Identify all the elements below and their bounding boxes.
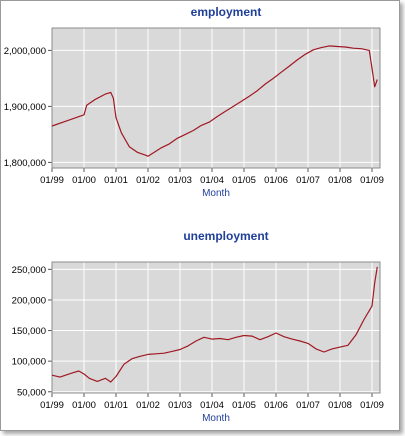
x-tick-label: 01/07	[296, 400, 320, 411]
x-axis-label: Month	[202, 188, 230, 199]
x-tick-label: 01/05	[232, 400, 256, 411]
chart-0-employment: employment 1,800,000 1,900,000 2,000,000 01/…	[4, 5, 384, 199]
x-tick-label: 01/09	[360, 400, 384, 411]
series-line-0	[51, 266, 378, 383]
x-axis-label: Month	[202, 413, 230, 424]
x-tick-label: 01/04	[200, 400, 224, 411]
x-tick-label: 01/06	[264, 400, 288, 411]
x-tick-label: 01/05	[232, 175, 256, 186]
y-tick-label: 250,000	[12, 265, 46, 276]
x-tick-label: 01/06	[264, 175, 288, 186]
y-tick-label: 100,000	[12, 357, 46, 368]
x-tick-label: 01/02	[136, 400, 160, 411]
series-line-0	[51, 45, 378, 157]
x-tick-label: 01/03	[168, 400, 192, 411]
x-tick-label: 01/00	[72, 175, 96, 186]
x-tick-label: 01/00	[72, 400, 96, 411]
plot-border	[51, 261, 381, 394]
x-tick-label: 01/08	[328, 400, 352, 411]
x-tick-label: 01/01	[104, 400, 128, 411]
x-tick-label: 01/04	[200, 175, 224, 186]
x-tick-label: 01/03	[168, 175, 192, 186]
y-tick-label: 2,000,000	[4, 46, 46, 57]
x-tick-label: 01/01	[104, 175, 128, 186]
plot-border	[51, 27, 381, 169]
x-tick-label: 01/99	[40, 175, 64, 186]
chart-title: unemployment	[183, 229, 268, 243]
plot-area	[51, 27, 381, 169]
plot-area	[51, 261, 381, 394]
y-tick-label: 200,000	[12, 295, 46, 306]
y-tick-label: 150,000	[12, 326, 46, 337]
x-tick-label: 01/09	[360, 175, 384, 186]
y-tick-label: 1,800,000	[4, 158, 46, 169]
x-tick-label: 01/99	[40, 400, 64, 411]
x-tick-label: 01/08	[328, 175, 352, 186]
y-tick-label: 1,900,000	[4, 102, 46, 113]
x-tick-label: 01/02	[136, 175, 160, 186]
chart-title: employment	[191, 5, 262, 19]
y-tick-label: 50,000	[17, 387, 46, 398]
chart-1-unemployment: unemployment 50,000 100,000 150,000 200,000 2…	[12, 229, 384, 424]
x-tick-label: 01/07	[296, 175, 320, 186]
